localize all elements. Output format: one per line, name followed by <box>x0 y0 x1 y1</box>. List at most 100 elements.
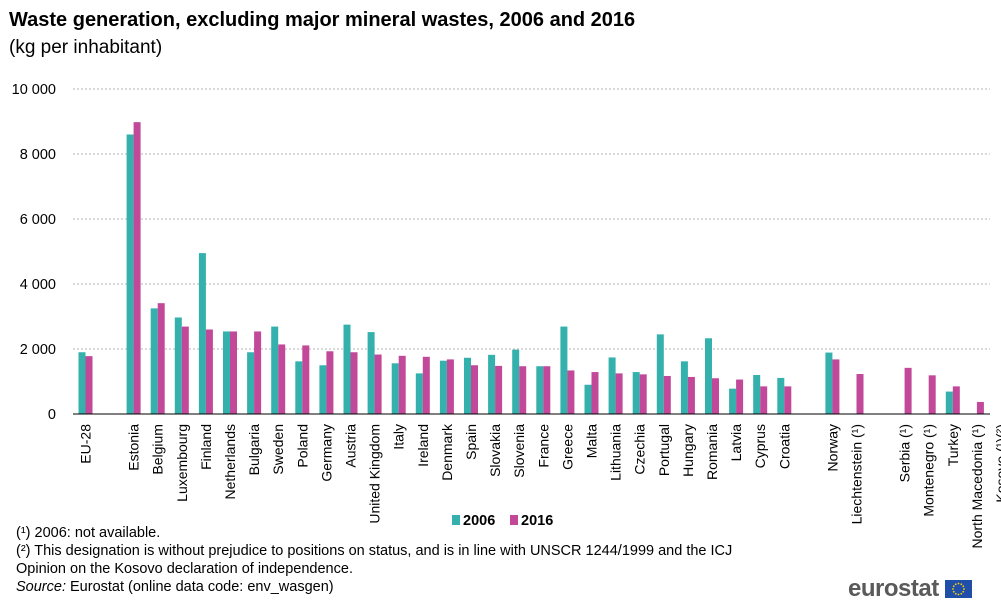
bar-2016 <box>832 359 840 414</box>
bar-2006 <box>271 326 279 414</box>
bar-2016 <box>230 331 237 414</box>
x-tick-label: Malta <box>584 424 600 458</box>
chart-subtitle: (kg per inhabitant) <box>9 37 163 58</box>
x-tick-label: North Macedonia (¹) <box>969 424 985 549</box>
bar-2016 <box>495 365 503 414</box>
x-tick-label: Slovenia <box>511 424 527 478</box>
y-tick-label: 8 000 <box>20 147 56 163</box>
bar-2016 <box>712 378 719 414</box>
bar-2016 <box>784 386 792 414</box>
y-tick-label: 4 000 <box>20 277 56 293</box>
y-tick-label: 0 <box>48 407 56 423</box>
bar-2006 <box>512 349 520 414</box>
bars <box>78 122 984 415</box>
x-tick-label: Bulgaria <box>246 424 262 476</box>
x-tick-label: Poland <box>294 424 310 468</box>
legend-swatch <box>510 515 518 525</box>
x-tick-label: Lithuania <box>608 424 624 481</box>
bar-2016 <box>952 386 960 414</box>
x-tick-label: Latvia <box>728 424 744 462</box>
bar-2006 <box>680 361 688 414</box>
footnote-2: (²) This designation is without prejudic… <box>16 543 733 559</box>
y-axis-ticks: 0 2 000 4 000 6 000 8 000 10 000 <box>12 82 56 423</box>
bar-2006 <box>945 391 953 414</box>
bar-2016 <box>736 379 744 414</box>
bar-2006 <box>247 352 255 414</box>
x-tick-label: United Kingdom <box>367 424 383 524</box>
eurostat-logo: eurostat <box>848 576 972 602</box>
x-tick-label: Kosovo (¹)(²) <box>993 424 1001 503</box>
x-tick-label: Norway <box>824 424 840 471</box>
bar-2016 <box>326 351 334 414</box>
bar-2016 <box>85 356 93 414</box>
x-tick-label: Luxembourg <box>174 424 190 502</box>
x-tick-label: Netherlands <box>222 424 238 500</box>
bar-2006 <box>488 354 496 414</box>
chart-title: Waste generation, excluding major minera… <box>9 9 636 31</box>
bar-2006 <box>78 352 86 414</box>
bar-2016 <box>543 366 551 414</box>
x-tick-label: France <box>535 424 551 468</box>
bar-2016 <box>904 367 912 414</box>
bar-2016 <box>856 374 864 414</box>
bar-2016 <box>591 372 599 414</box>
bar-2006 <box>705 338 712 414</box>
x-tick-label: Slovakia <box>487 424 503 477</box>
bar-2006 <box>174 317 182 414</box>
bar-2016 <box>205 329 213 414</box>
bar-2006 <box>656 334 664 414</box>
x-tick-label: Romania <box>704 424 720 480</box>
bar-2016 <box>254 331 262 414</box>
bar-2016 <box>687 376 695 414</box>
bar-2006 <box>295 361 303 414</box>
x-tick-label: Czechia <box>632 424 648 475</box>
x-tick-label: Spain <box>463 424 479 460</box>
bar-2016 <box>639 374 647 414</box>
bar-2016 <box>663 375 671 414</box>
footnote-1: (¹) 2006: not available. <box>16 525 161 541</box>
legend-label: 2006 <box>463 513 495 529</box>
bar-2016 <box>302 345 310 414</box>
bar-2016 <box>615 373 623 414</box>
x-tick-label: Sweden <box>270 424 286 475</box>
x-tick-label: Germany <box>318 424 334 482</box>
bar-2016 <box>374 354 382 414</box>
x-tick-label: Liechtenstein (¹) <box>849 424 865 524</box>
bar-2016 <box>567 370 575 414</box>
bar-2016 <box>760 386 768 414</box>
x-tick-label: Cyprus <box>752 424 768 468</box>
bar-2006 <box>464 357 471 414</box>
x-tick-label: EU-28 <box>78 424 94 464</box>
x-tick-label: Finland <box>198 424 214 470</box>
y-tick-label: 6 000 <box>20 212 56 228</box>
bar-2006 <box>608 357 616 414</box>
x-tick-label: Austria <box>343 424 359 468</box>
footnotes: (¹) 2006: not available. (²) This design… <box>16 524 836 596</box>
logo-text: eurostat <box>848 575 939 602</box>
x-tick-label: Turkey <box>945 424 961 466</box>
bar-2006 <box>319 365 327 414</box>
x-tick-label: Portugal <box>656 424 672 476</box>
x-tick-label: Ireland <box>415 424 431 467</box>
x-tick-label: Estonia <box>126 424 142 471</box>
bar-2006 <box>415 373 423 414</box>
x-tick-label: Belgium <box>150 424 166 475</box>
bar-2006 <box>536 366 544 414</box>
bar-2006 <box>439 360 447 414</box>
y-tick-label: 10 000 <box>12 82 56 98</box>
bar-2006 <box>223 331 230 414</box>
bar-2006 <box>777 377 785 414</box>
x-tick-label: Denmark <box>439 423 455 481</box>
bar-2016 <box>278 344 286 414</box>
x-tick-label: Italy <box>391 424 407 450</box>
bar-2006 <box>391 363 399 414</box>
bar-2006 <box>729 388 737 414</box>
bar-2006 <box>753 375 761 414</box>
bar-2006 <box>198 253 206 414</box>
bar-2016 <box>157 303 165 414</box>
gridlines <box>73 88 990 350</box>
source-line: Source: Eurostat (online data code: env_… <box>16 578 836 596</box>
eu-flag-icon <box>944 580 972 598</box>
bar-2006 <box>150 308 158 414</box>
